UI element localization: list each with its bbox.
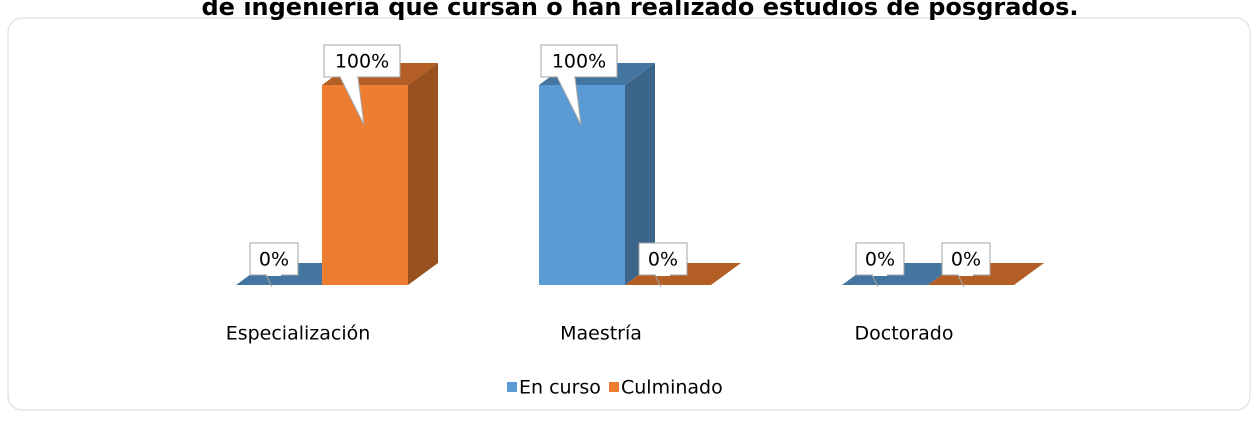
callout-box: [855, 242, 905, 276]
callout-pointer: [957, 274, 965, 288]
data-label: 0%: [865, 249, 895, 271]
bar-front: [322, 85, 408, 285]
data-label: 100%: [335, 51, 389, 73]
callout-box: [323, 44, 401, 78]
bar-side: [408, 63, 438, 285]
data-label: 100%: [552, 51, 606, 73]
x-tick-label: Doctorado: [855, 323, 954, 345]
callout-mask: [873, 273, 887, 276]
bar-front: [539, 85, 625, 285]
callout-mask: [656, 273, 670, 276]
callout-mask: [341, 75, 357, 78]
bar-side: [625, 63, 655, 285]
bar: [322, 63, 438, 285]
bar: [539, 63, 655, 285]
data-label: 0%: [259, 249, 289, 271]
callout-pointer: [265, 274, 273, 288]
data-label: 0%: [648, 249, 678, 271]
data-label: 0%: [951, 249, 981, 271]
callout-box: [540, 44, 618, 78]
callout-mask: [558, 75, 574, 78]
x-tick-label: Especialización: [226, 323, 371, 345]
legend-label: Culminado: [621, 377, 723, 399]
chart-title: de ingeniería que cursan o han realizado…: [202, 0, 1079, 21]
legend-swatch: [507, 382, 517, 392]
callout-mask: [267, 273, 281, 276]
callout-pointer: [654, 274, 662, 288]
callout-mask: [959, 273, 973, 276]
callout-pointer: [871, 274, 879, 288]
x-tick-label: Maestría: [560, 323, 642, 345]
callout-box: [941, 242, 991, 276]
legend-swatch: [609, 382, 619, 392]
callout-box: [638, 242, 688, 276]
legend-label: En curso: [519, 377, 601, 399]
